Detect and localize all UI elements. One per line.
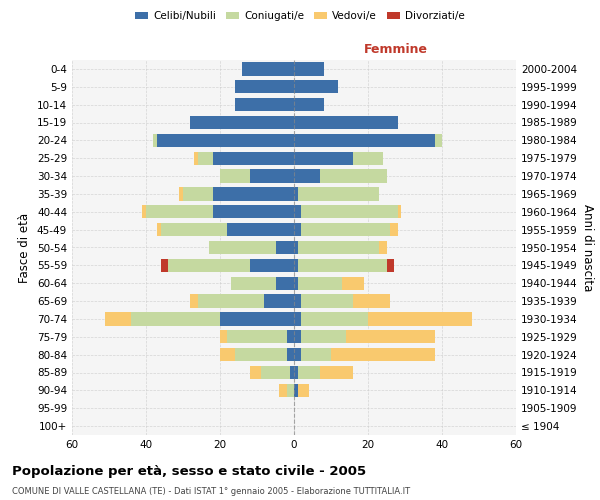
Bar xyxy=(287,384,294,397)
Bar xyxy=(320,366,353,379)
Bar xyxy=(298,241,379,254)
Bar xyxy=(294,187,298,200)
Bar xyxy=(106,312,131,326)
Bar xyxy=(198,294,265,308)
Y-axis label: Anni di nascita: Anni di nascita xyxy=(581,204,594,291)
Bar xyxy=(220,170,250,183)
Bar xyxy=(157,223,161,236)
Bar xyxy=(190,294,198,308)
Text: Femmine: Femmine xyxy=(364,44,428,56)
Bar xyxy=(294,170,320,183)
Bar xyxy=(294,366,298,379)
Bar xyxy=(390,223,398,236)
Bar xyxy=(161,258,168,272)
Bar xyxy=(287,348,294,362)
Bar xyxy=(294,62,323,76)
Bar xyxy=(235,348,287,362)
Bar xyxy=(294,205,301,218)
Bar xyxy=(161,223,227,236)
Bar xyxy=(235,98,294,112)
Text: Popolazione per età, sesso e stato civile - 2005: Popolazione per età, sesso e stato civil… xyxy=(12,465,366,478)
Bar xyxy=(220,312,294,326)
Bar xyxy=(301,294,353,308)
Bar xyxy=(179,187,183,200)
Bar xyxy=(294,241,298,254)
Bar xyxy=(194,152,198,165)
Bar xyxy=(301,223,390,236)
Bar xyxy=(294,98,323,112)
Bar xyxy=(227,223,294,236)
Bar xyxy=(131,312,220,326)
Bar xyxy=(298,187,379,200)
Bar xyxy=(353,294,390,308)
Bar xyxy=(279,384,287,397)
Bar xyxy=(320,170,386,183)
Bar xyxy=(294,330,301,344)
Bar xyxy=(301,205,398,218)
Bar xyxy=(227,330,287,344)
Bar xyxy=(265,294,294,308)
Bar xyxy=(168,258,250,272)
Bar xyxy=(290,366,294,379)
Bar xyxy=(434,134,442,147)
Bar xyxy=(294,116,398,129)
Bar xyxy=(294,294,301,308)
Bar xyxy=(294,276,298,290)
Y-axis label: Fasce di età: Fasce di età xyxy=(19,212,31,282)
Bar xyxy=(212,205,294,218)
Bar xyxy=(342,276,364,290)
Bar xyxy=(386,258,394,272)
Bar xyxy=(294,223,301,236)
Bar xyxy=(209,241,275,254)
Bar xyxy=(250,170,294,183)
Bar xyxy=(142,205,146,218)
Bar xyxy=(157,134,294,147)
Bar xyxy=(331,348,434,362)
Bar xyxy=(353,152,383,165)
Bar xyxy=(298,384,309,397)
Legend: Celibi/Nubili, Coniugati/e, Vedovi/e, Divorziati/e: Celibi/Nubili, Coniugati/e, Vedovi/e, Di… xyxy=(132,8,468,24)
Bar xyxy=(294,258,298,272)
Bar xyxy=(250,366,260,379)
Bar xyxy=(294,134,434,147)
Bar xyxy=(294,152,353,165)
Bar xyxy=(260,366,290,379)
Bar xyxy=(301,348,331,362)
Bar xyxy=(146,205,212,218)
Bar xyxy=(190,116,294,129)
Bar xyxy=(301,312,368,326)
Bar xyxy=(294,80,338,94)
Bar xyxy=(398,205,401,218)
Bar xyxy=(154,134,157,147)
Bar xyxy=(294,312,301,326)
Bar xyxy=(250,258,294,272)
Bar xyxy=(379,241,386,254)
Bar xyxy=(298,258,386,272)
Bar xyxy=(298,276,342,290)
Bar xyxy=(220,348,235,362)
Bar xyxy=(198,152,212,165)
Bar xyxy=(294,384,298,397)
Bar xyxy=(275,276,294,290)
Bar xyxy=(287,330,294,344)
Bar xyxy=(301,330,346,344)
Bar xyxy=(242,62,294,76)
Bar xyxy=(346,330,434,344)
Bar xyxy=(275,241,294,254)
Text: COMUNE DI VALLE CASTELLANA (TE) - Dati ISTAT 1° gennaio 2005 - Elaborazione TUTT: COMUNE DI VALLE CASTELLANA (TE) - Dati I… xyxy=(12,488,410,496)
Bar xyxy=(235,80,294,94)
Bar xyxy=(231,276,275,290)
Bar xyxy=(298,366,320,379)
Bar xyxy=(294,348,301,362)
Bar xyxy=(368,312,472,326)
Bar xyxy=(183,187,212,200)
Bar xyxy=(212,152,294,165)
Bar xyxy=(220,330,227,344)
Bar xyxy=(212,187,294,200)
